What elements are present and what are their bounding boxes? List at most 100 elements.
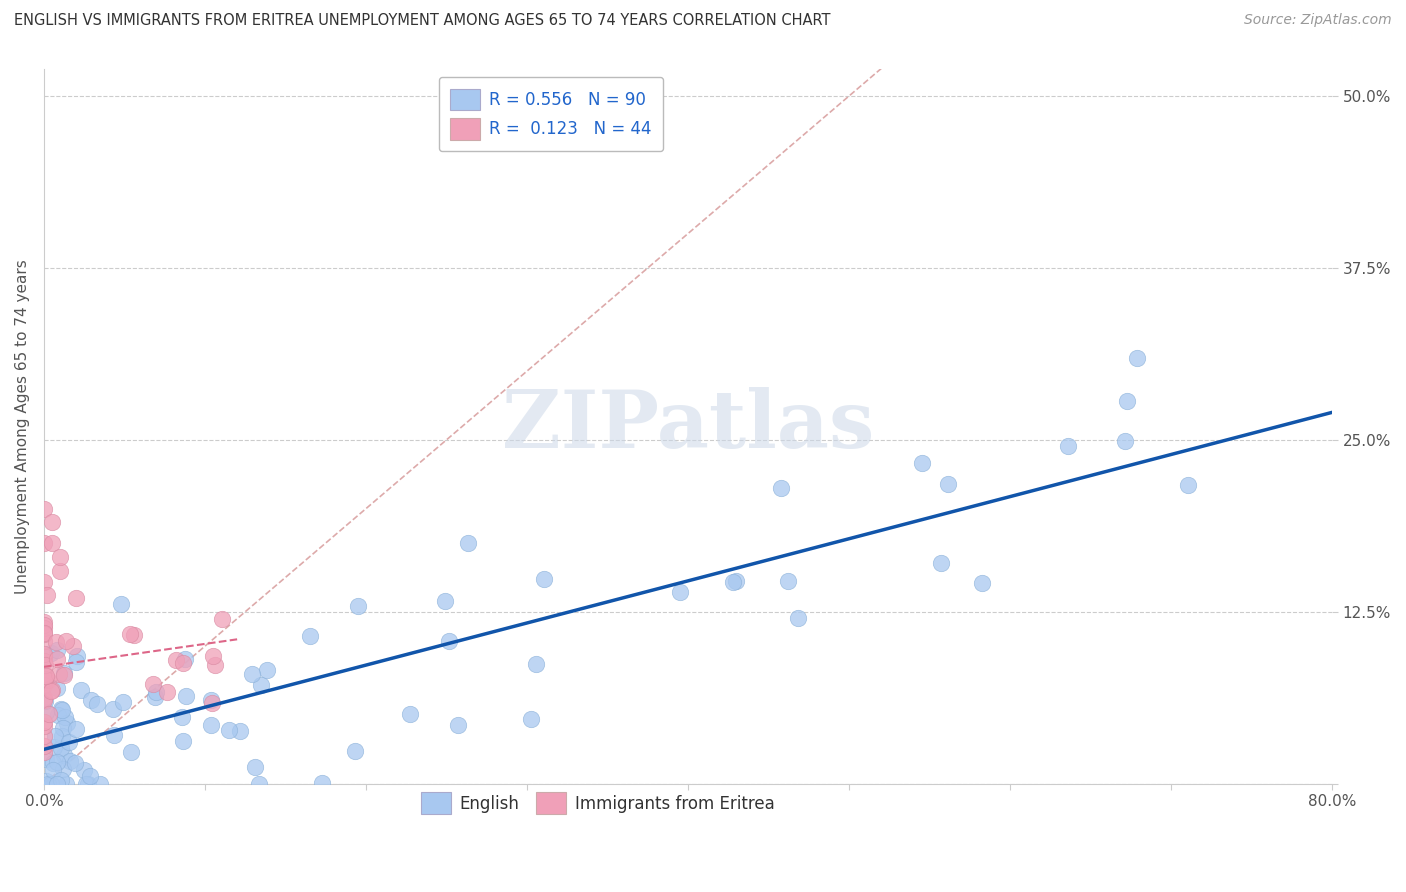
Text: ZIPatlas: ZIPatlas bbox=[502, 387, 875, 465]
Point bbox=[247, 777, 270, 791]
Point bbox=[32, 574, 55, 589]
Point bbox=[118, 626, 141, 640]
Point bbox=[51, 702, 73, 716]
Point bbox=[52, 721, 75, 735]
Point bbox=[228, 724, 250, 739]
Point bbox=[721, 575, 744, 590]
Point bbox=[55, 777, 77, 791]
Point bbox=[174, 689, 197, 703]
Point bbox=[41, 777, 63, 791]
Point bbox=[776, 574, 799, 588]
Point bbox=[32, 693, 55, 707]
Point bbox=[447, 718, 470, 732]
Point bbox=[53, 747, 76, 762]
Point bbox=[52, 763, 75, 777]
Point bbox=[344, 744, 367, 758]
Point bbox=[73, 763, 96, 777]
Point bbox=[32, 621, 55, 635]
Point bbox=[399, 706, 422, 721]
Point bbox=[218, 723, 240, 737]
Text: Source: ZipAtlas.com: Source: ZipAtlas.com bbox=[1244, 13, 1392, 28]
Point bbox=[53, 710, 76, 724]
Point bbox=[32, 626, 55, 640]
Point bbox=[250, 677, 273, 691]
Point bbox=[32, 674, 55, 689]
Point bbox=[42, 756, 65, 771]
Point bbox=[41, 516, 63, 530]
Point bbox=[110, 598, 132, 612]
Point bbox=[66, 649, 89, 664]
Point bbox=[52, 665, 75, 680]
Point bbox=[165, 653, 187, 667]
Point bbox=[1126, 351, 1149, 365]
Point bbox=[668, 584, 690, 599]
Point bbox=[65, 722, 87, 736]
Point bbox=[787, 611, 810, 625]
Point bbox=[204, 657, 226, 672]
Point bbox=[122, 628, 145, 642]
Point bbox=[32, 627, 55, 641]
Point bbox=[155, 685, 177, 699]
Point bbox=[46, 681, 69, 695]
Point bbox=[35, 774, 58, 789]
Point bbox=[439, 634, 461, 648]
Point bbox=[434, 594, 457, 608]
Point bbox=[298, 629, 321, 643]
Point bbox=[62, 639, 84, 653]
Point bbox=[45, 635, 67, 649]
Point bbox=[52, 668, 75, 682]
Point bbox=[1114, 434, 1136, 448]
Point bbox=[41, 684, 63, 698]
Point bbox=[526, 657, 548, 672]
Point bbox=[457, 535, 479, 549]
Point bbox=[46, 755, 69, 769]
Point bbox=[42, 764, 65, 778]
Point bbox=[34, 694, 56, 708]
Point bbox=[200, 693, 222, 707]
Point bbox=[347, 599, 370, 613]
Point bbox=[46, 708, 69, 723]
Point bbox=[32, 667, 55, 681]
Point bbox=[143, 690, 166, 705]
Point bbox=[201, 696, 224, 710]
Point bbox=[202, 648, 225, 663]
Point bbox=[39, 777, 62, 791]
Point bbox=[49, 564, 72, 578]
Point bbox=[32, 633, 55, 648]
Point bbox=[972, 576, 994, 591]
Point bbox=[174, 652, 197, 666]
Point bbox=[533, 572, 555, 586]
Point bbox=[32, 739, 55, 753]
Point bbox=[32, 729, 55, 743]
Point bbox=[32, 648, 55, 663]
Point bbox=[32, 648, 55, 662]
Point bbox=[46, 777, 69, 791]
Point bbox=[32, 690, 55, 705]
Point bbox=[34, 672, 56, 686]
Point bbox=[172, 710, 194, 724]
Point bbox=[929, 556, 952, 570]
Point bbox=[311, 776, 333, 790]
Point bbox=[86, 698, 108, 712]
Point bbox=[770, 481, 793, 495]
Point bbox=[45, 643, 67, 657]
Point bbox=[245, 760, 267, 774]
Point bbox=[44, 730, 66, 744]
Point bbox=[240, 666, 263, 681]
Point bbox=[32, 615, 55, 629]
Point bbox=[51, 773, 73, 788]
Point bbox=[172, 656, 194, 670]
Point bbox=[145, 685, 167, 699]
Point bbox=[89, 777, 111, 791]
Point bbox=[38, 706, 60, 721]
Point bbox=[70, 683, 93, 698]
Point bbox=[37, 777, 59, 791]
Point bbox=[32, 654, 55, 668]
Point bbox=[32, 719, 55, 733]
Point bbox=[56, 715, 79, 730]
Point bbox=[32, 618, 55, 632]
Point bbox=[200, 718, 222, 732]
Point bbox=[35, 752, 58, 766]
Point bbox=[59, 754, 82, 768]
Point bbox=[49, 549, 72, 564]
